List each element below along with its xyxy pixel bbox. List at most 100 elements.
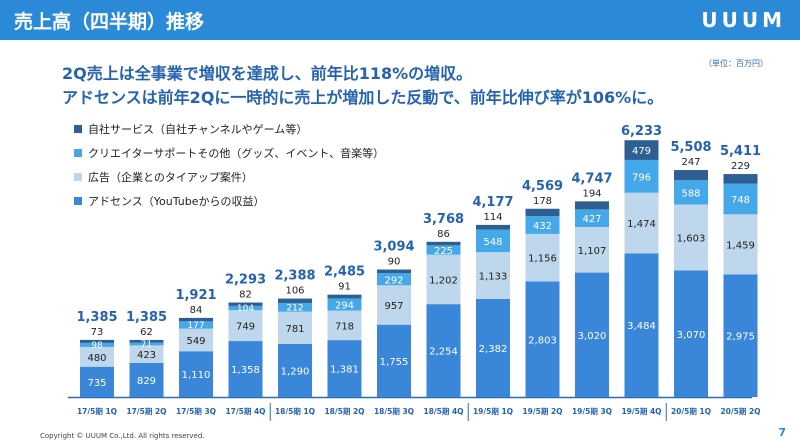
bar-segment [80, 339, 114, 343]
data-label: 1,603 [677, 233, 706, 244]
bar-segment [80, 366, 114, 397]
bar-segment [278, 298, 312, 303]
x-tick-label: 18/5期 1Q [275, 406, 315, 416]
bar-segment [575, 272, 609, 397]
data-label: 1,358 [231, 365, 260, 376]
x-tick-label: 17/5期 4Q [225, 406, 265, 416]
data-label: 2,254 [429, 347, 458, 358]
data-label: 3,020 [578, 331, 607, 342]
bar-segment [228, 310, 263, 342]
x-tick-label: 18/5期 2Q [324, 406, 364, 416]
bar-segment [624, 192, 659, 254]
bar-segment [228, 305, 263, 311]
data-label: 1,290 [281, 366, 310, 377]
total-label: 3,094 [373, 240, 414, 255]
total-label: 2,485 [324, 265, 365, 280]
data-label: 225 [434, 246, 453, 257]
legend-label: 自社サービス（自社チャンネルやゲーム等） [88, 123, 308, 136]
data-label: 796 [632, 172, 651, 183]
bar-segment [426, 241, 461, 246]
data-label: 1,474 [627, 219, 656, 230]
legend-label: 広告（企業とのタイアップ案件） [88, 171, 253, 184]
headline-line-2: アドセンスは前年2Qに一時的に売上が増加した反動で、前年比伸び率が106%に。 [62, 88, 664, 107]
bar-segment [674, 180, 708, 205]
total-label: 5,508 [670, 140, 711, 155]
data-label: 718 [335, 321, 354, 332]
total-label: 1,921 [175, 288, 216, 303]
legend-swatch [74, 149, 82, 157]
bar-segment [278, 343, 312, 397]
total-label: 5,411 [720, 144, 761, 159]
bar-segment [327, 294, 362, 299]
bar-segment [624, 140, 659, 160]
bar-segment [80, 346, 114, 367]
total-label: 1,385 [126, 310, 167, 325]
data-label: 229 [731, 161, 750, 172]
bar-segment [179, 351, 213, 397]
bar-segment [377, 269, 411, 274]
bar-segment [723, 183, 758, 215]
data-label: 588 [681, 188, 700, 199]
data-label: 104 [237, 304, 254, 314]
bar-segment [525, 216, 560, 234]
x-tick-label: 19/5期 3Q [572, 406, 612, 416]
bar-segment [674, 170, 708, 181]
x-tick-label: 19/5期 4Q [621, 406, 661, 416]
legend-swatch [74, 125, 82, 133]
bar-segment [179, 328, 213, 352]
bar-segment [624, 253, 659, 397]
data-label: 1,202 [429, 275, 458, 286]
data-label: 1,459 [726, 240, 755, 251]
data-label: 194 [582, 188, 601, 199]
data-label: 432 [533, 221, 552, 232]
data-label: 292 [384, 275, 403, 286]
bar-segment [476, 252, 510, 299]
total-label: 4,569 [522, 179, 563, 194]
total-label: 1,385 [76, 310, 117, 325]
data-label: 84 [190, 305, 203, 316]
page-title: 売上高（四半期）推移 [14, 11, 205, 33]
x-tick-label: 17/5期 2Q [126, 406, 166, 416]
data-label: 479 [632, 146, 651, 157]
data-label: 427 [582, 214, 601, 225]
data-label: 1,156 [528, 254, 557, 265]
bar-segment [377, 324, 411, 397]
x-tick-label: 19/5期 1Q [473, 406, 513, 416]
bar-segment [525, 208, 560, 217]
bar-segment [278, 302, 312, 312]
legend-item-own-services: 自社サービス（自社チャンネルやゲーム等） [74, 122, 384, 136]
data-label: 91 [338, 282, 351, 293]
bar-segment [674, 270, 708, 397]
bar-segment [476, 229, 510, 253]
data-label: 748 [731, 195, 750, 206]
data-label: 90 [388, 257, 401, 268]
data-label: 957 [384, 301, 403, 312]
bar-segment [377, 285, 411, 325]
legend-item-advertising: 広告（企業とのタイアップ案件） [74, 170, 384, 184]
data-label: 2,382 [479, 344, 508, 355]
bar-segment [129, 339, 164, 343]
data-label: 178 [533, 196, 552, 207]
bar-segment [476, 224, 510, 230]
bar-segment [575, 209, 609, 227]
page-number: 7 [778, 426, 786, 439]
data-label: 1,755 [380, 357, 409, 368]
bar-segment [129, 345, 164, 363]
bar-segment [525, 233, 560, 282]
data-label: 177 [187, 321, 204, 331]
data-label: 212 [286, 303, 303, 313]
headline-line-1: 2Q売上は全事業で増収を達成し、前年比118%の増収。 [62, 64, 473, 83]
bar-segment [327, 310, 362, 341]
bar-segment [228, 341, 263, 397]
bar-segment [624, 159, 659, 193]
bar-segment [327, 298, 362, 311]
data-label: 1,110 [182, 370, 211, 381]
data-label: 3,070 [677, 330, 706, 341]
bar-segment [476, 298, 510, 397]
data-label: 1,133 [479, 272, 508, 283]
legend-item-creator-support: クリエイターサポートその他（グッズ、イベント、音楽等） [74, 146, 384, 160]
data-label: 749 [236, 322, 255, 333]
legend-label: クリエイターサポートその他（グッズ、イベント、音楽等） [88, 147, 385, 160]
total-label: 4,747 [571, 171, 612, 186]
